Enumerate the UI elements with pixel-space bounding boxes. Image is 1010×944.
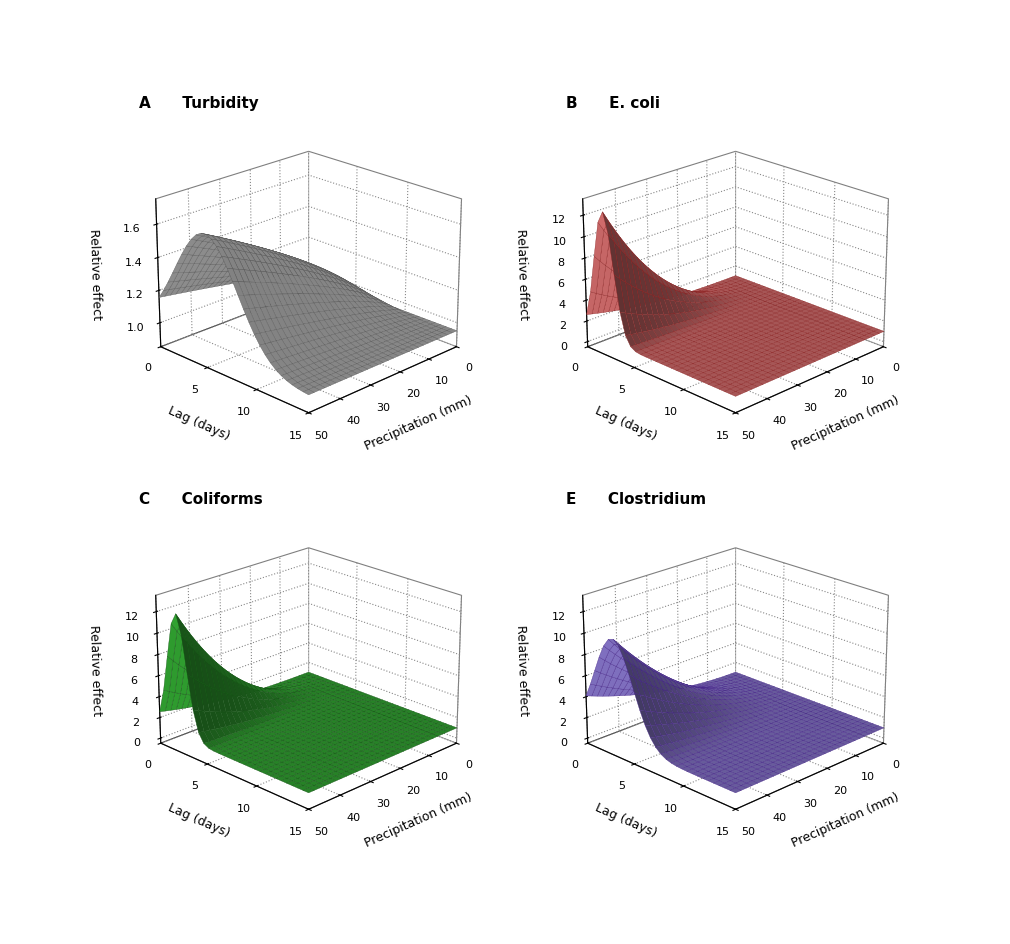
X-axis label: Precipitation (mm): Precipitation (mm) — [364, 394, 475, 453]
Text: C      Coliforms: C Coliforms — [139, 492, 263, 507]
Y-axis label: Lag (days): Lag (days) — [593, 404, 659, 443]
Y-axis label: Lag (days): Lag (days) — [166, 801, 231, 839]
Y-axis label: Lag (days): Lag (days) — [593, 801, 659, 839]
X-axis label: Precipitation (mm): Precipitation (mm) — [790, 790, 902, 850]
X-axis label: Precipitation (mm): Precipitation (mm) — [790, 394, 902, 453]
Text: E      Clostridium: E Clostridium — [566, 492, 706, 507]
Y-axis label: Lag (days): Lag (days) — [166, 404, 231, 443]
X-axis label: Precipitation (mm): Precipitation (mm) — [364, 790, 475, 850]
Text: B      E. coli: B E. coli — [566, 95, 660, 110]
Text: A      Turbidity: A Turbidity — [139, 95, 259, 110]
